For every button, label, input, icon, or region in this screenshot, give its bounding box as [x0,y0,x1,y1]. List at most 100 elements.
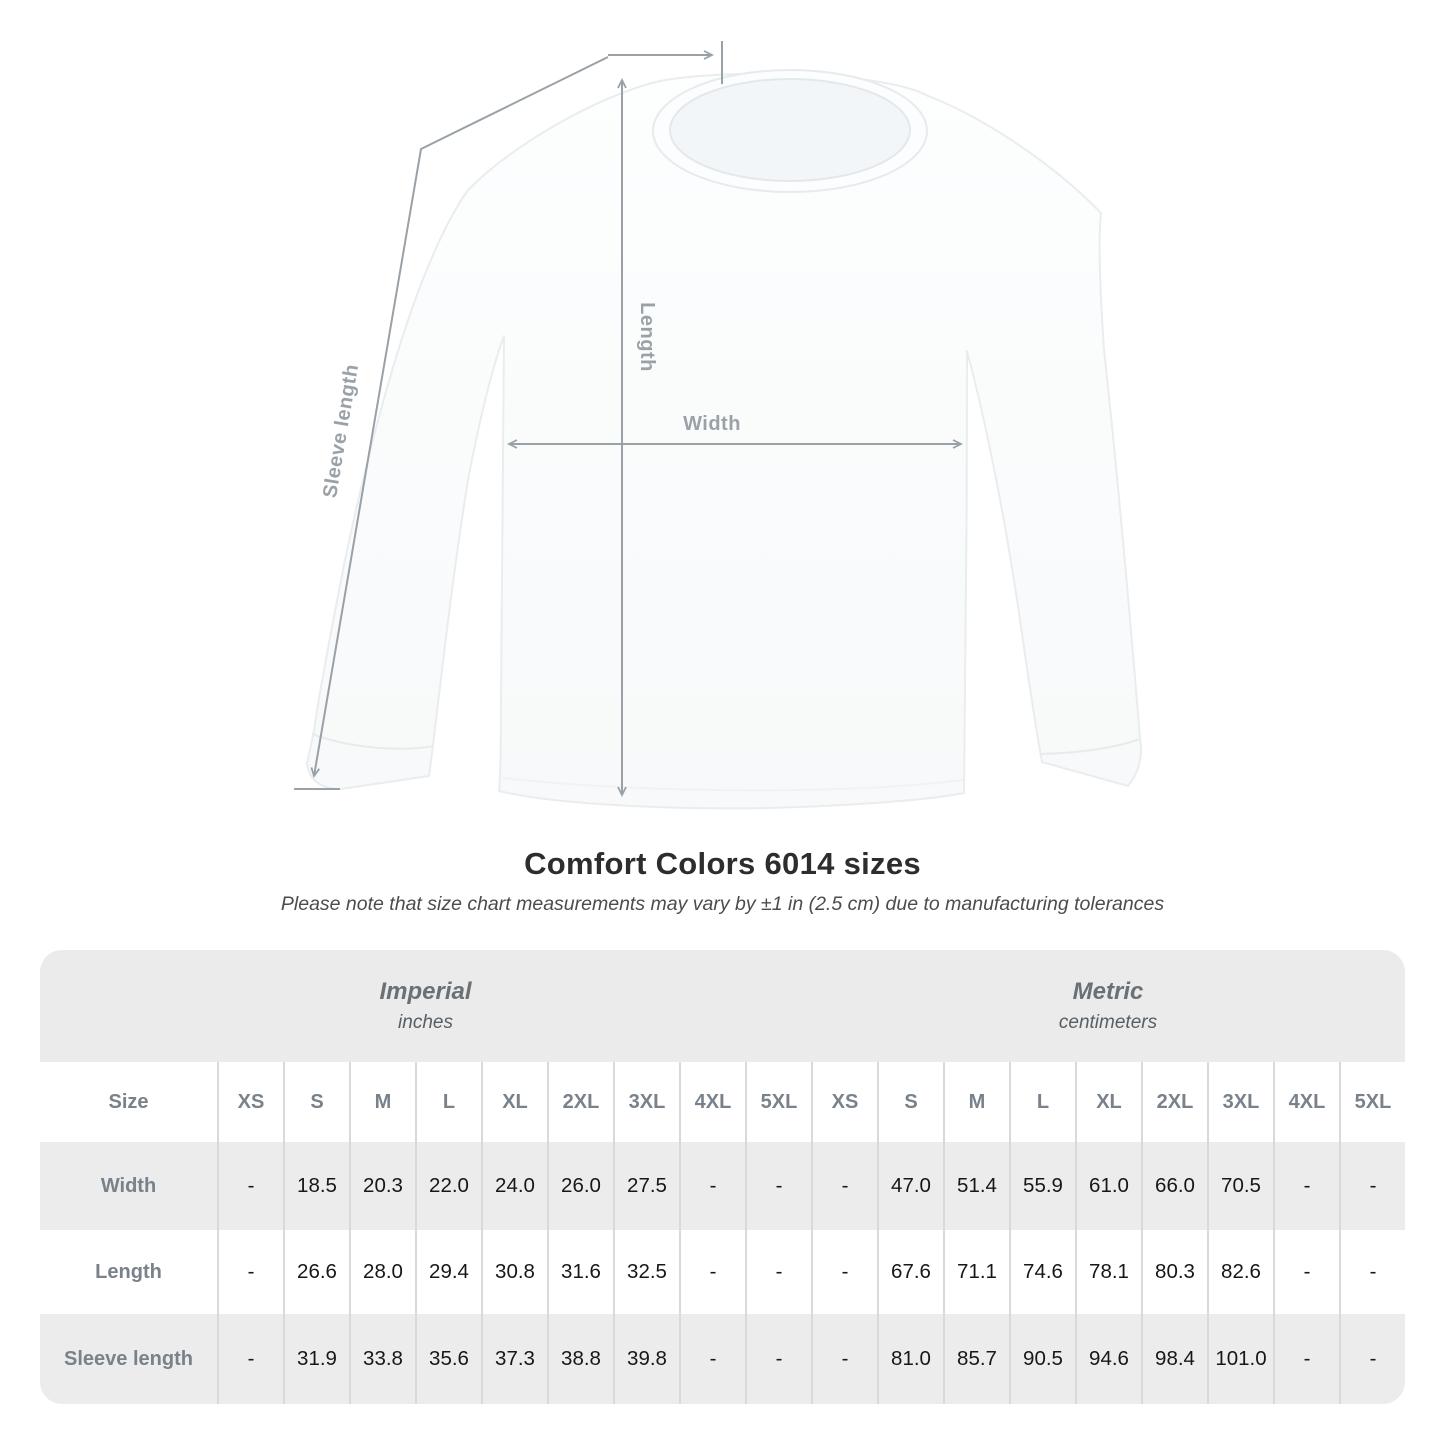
metric-measurement-cell: 94.6 [1075,1314,1141,1404]
row-label: Width [100,1174,157,1197]
imperial-measurement-cell: 29.4 [415,1230,481,1314]
imperial-measurement-cell: 20.3 [349,1142,415,1230]
metric-unit: centimeters [1058,1012,1158,1033]
metric-measurement-cell: 71.1 [943,1230,1009,1314]
metric-measurement-cell: - [1273,1314,1339,1404]
imperial-measurement-cell: - [217,1230,283,1314]
imperial-size-header: 4XL [679,1062,745,1142]
imperial-title: Imperial [379,978,472,1005]
imperial-measurement-cell: - [217,1314,283,1404]
imperial-section-header: Imperial inches [40,950,811,1062]
table-row: Width -18.5 20.3 22.0 24.0 26.0 27.5- - -47.0 51.… [40,1142,1405,1230]
metric-measurement-cell: - [1273,1230,1339,1314]
imperial-measurement-cell: - [745,1230,811,1314]
unit-header-band: Imperial inches Metric centimeters [40,950,1405,1062]
shirt-diagram: Length Width Sleeve length [294,41,1143,810]
metric-measurement-cell: 90.5 [1009,1314,1075,1404]
imperial-measurement-cell: 28.0 [349,1230,415,1314]
imperial-measurement-cell: 38.8 [547,1314,613,1404]
imperial-measurement-cell: 26.0 [547,1142,613,1230]
metric-size-header: XS [811,1062,877,1142]
imperial-measurement-cell: 35.6 [415,1314,481,1404]
imperial-size-header: 3XL [613,1062,679,1142]
metric-measurement-cell: 61.0 [1075,1142,1141,1230]
metric-measurement-cell: 98.4 [1141,1314,1207,1404]
metric-measurement-cell: 67.6 [877,1230,943,1314]
page-subtitle: Please note that size chart measurements… [280,893,1165,915]
imperial-size-header: L [415,1062,481,1142]
metric-measurement-cell: 81.0 [877,1314,943,1404]
imperial-measurement-cell: 31.6 [547,1230,613,1314]
imperial-measurement-cell: - [745,1142,811,1230]
metric-measurement-cell: 47.0 [877,1142,943,1230]
imperial-size-header: XS [217,1062,283,1142]
metric-measurement-cell: - [811,1230,877,1314]
metric-size-header: 3XL [1207,1062,1273,1142]
row-label: Sleeve length [64,1347,193,1370]
imperial-measurement-cell: - [679,1142,745,1230]
metric-title: Metric [1072,978,1144,1005]
metric-measurement-cell: 74.6 [1009,1230,1075,1314]
right-cuff-seam [1039,738,1141,755]
table-row: Sleeve length -31.9 33.8 35.6 37.3 38.8 39.8- -… [40,1314,1405,1404]
imperial-measurement-cell: - [217,1142,283,1230]
metric-measurement-cell: 101.0 [1207,1314,1273,1404]
imperial-size-header: 5XL [745,1062,811,1142]
size-table-grid: Size XS S M L XL 2XL 3XL 4XL 5XL XS S M L XL 2XL 3XL 4XL 5… [40,1062,1405,1404]
collar-opening [669,78,911,182]
metric-size-header: M [943,1062,1009,1142]
metric-measurement-cell: 82.6 [1207,1230,1273,1314]
metric-measurement-cell: - [1339,1230,1405,1314]
table-row: Length -26.6 28.0 29.4 30.8 31.6 32.5- - -67.6 71… [40,1230,1405,1314]
size-table: Imperial inches Metric centimeters Size X… [40,950,1405,1404]
imperial-measurement-cell: 37.3 [481,1314,547,1404]
metric-size-header: L [1009,1062,1075,1142]
metric-measurement-cell: - [1273,1142,1339,1230]
metric-size-header: XL [1075,1062,1141,1142]
imperial-measurement-cell: 33.8 [349,1314,415,1404]
imperial-measurement-cell: 24.0 [481,1142,547,1230]
metric-measurement-cell: 55.9 [1009,1142,1075,1230]
metric-measurement-cell: - [1339,1314,1405,1404]
metric-measurement-cell: - [1339,1142,1405,1230]
imperial-size-header: 2XL [547,1062,613,1142]
metric-measurement-cell: 85.7 [943,1314,1009,1404]
metric-size-header: S [877,1062,943,1142]
sleeve-length-arrow [310,56,609,778]
metric-size-header: 4XL [1273,1062,1339,1142]
sleeve-length-label: Sleeve length [319,362,363,499]
metric-measurement-cell: 78.1 [1075,1230,1141,1314]
size-header-row: Size XS S M L XL 2XL 3XL 4XL 5XL XS S M L XL 2XL 3XL 4XL 5… [40,1062,1405,1142]
row-label: Length [95,1260,162,1283]
imperial-size-header: XL [481,1062,547,1142]
shirt-illustration [306,69,1143,810]
imperial-measurement-cell: 26.6 [283,1230,349,1314]
metric-measurement-cell: 66.0 [1141,1142,1207,1230]
imperial-measurement-cell: 30.8 [481,1230,547,1314]
metric-measurement-cell: 51.4 [943,1142,1009,1230]
page-title: Comfort Colors 6014 sizes [524,846,921,881]
imperial-measurement-cell: 22.0 [415,1142,481,1230]
imperial-size-header: M [349,1062,415,1142]
metric-measurement-cell: 80.3 [1141,1230,1207,1314]
metric-section-header: Metric centimeters [811,950,1405,1062]
width-label: Width [683,413,741,435]
imperial-measurement-cell: 31.9 [283,1314,349,1404]
size-column-header: Size [108,1090,149,1113]
imperial-measurement-cell: - [679,1230,745,1314]
left-cuff-seam [311,733,435,750]
metric-measurement-cell: - [811,1142,877,1230]
length-label: Length [636,302,658,372]
imperial-measurement-cell: 32.5 [613,1230,679,1314]
imperial-measurement-cell: 39.8 [613,1314,679,1404]
metric-measurement-cell: 70.5 [1207,1142,1273,1230]
metric-measurement-cell: - [811,1314,877,1404]
imperial-measurement-cell: - [679,1314,745,1404]
imperial-measurement-cell: 18.5 [283,1142,349,1230]
imperial-size-header: S [283,1062,349,1142]
hem-seam [501,777,964,792]
metric-size-header: 2XL [1141,1062,1207,1142]
imperial-measurement-cell: - [745,1314,811,1404]
imperial-unit: inches [398,1012,453,1033]
